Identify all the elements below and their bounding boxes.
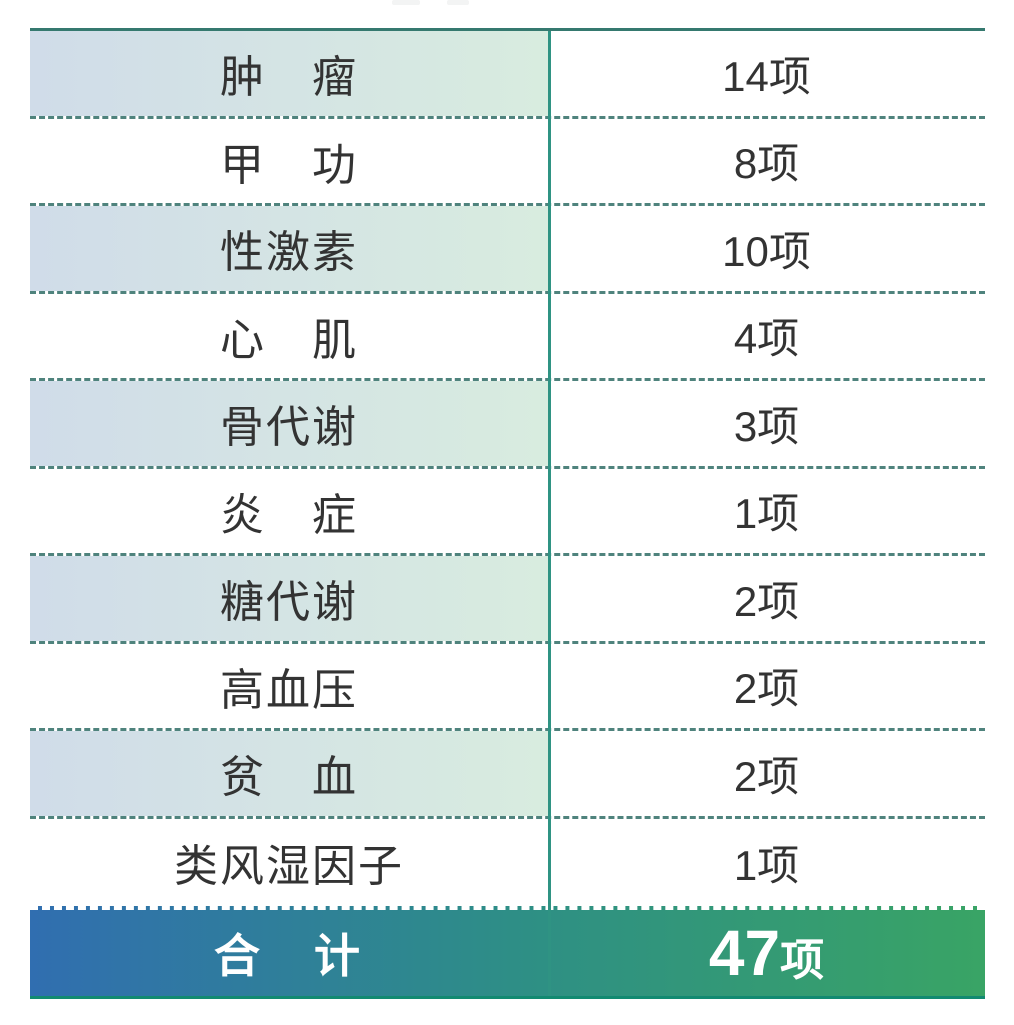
row-count: 2项 — [733, 752, 800, 800]
row-label: 肿 瘤 — [30, 31, 548, 116]
table-row: 甲 功 8项 — [30, 118, 985, 206]
table-row: 类风湿因子 1项 — [30, 818, 985, 906]
row-label: 性激素 — [30, 206, 548, 291]
table-row: 骨代谢 3项 — [30, 381, 985, 469]
total-count-unit: 项 — [780, 936, 825, 985]
row-count: 4项 — [733, 315, 800, 363]
row-count: 10项 — [722, 227, 811, 275]
row-count: 2项 — [733, 577, 800, 625]
table-row: 炎 症 1项 — [30, 468, 985, 556]
row-count: 14项 — [722, 52, 811, 100]
row-count: 8项 — [733, 140, 800, 188]
row-label: 贫 血 — [30, 731, 548, 816]
top-edge-artifact — [447, 0, 469, 5]
row-count: 3项 — [733, 402, 800, 450]
column-divider-line — [548, 31, 551, 996]
row-count: 1项 — [733, 841, 800, 889]
table-row: 糖代谢 2项 — [30, 556, 985, 644]
row-label: 类风湿因子 — [174, 842, 404, 892]
row-count: 1项 — [733, 490, 800, 538]
row-label: 高血压 — [220, 665, 358, 715]
total-row: 合 计 47 项 — [30, 906, 985, 996]
total-count-number: 47 — [708, 917, 781, 989]
row-label: 甲 功 — [220, 140, 358, 190]
row-label: 糖代谢 — [30, 556, 548, 641]
total-count: 47 项 — [548, 910, 985, 996]
table-row: 肿 瘤 14项 — [30, 31, 985, 119]
row-count: 2项 — [733, 665, 800, 713]
table-row: 心 肌 4项 — [30, 293, 985, 381]
row-label: 骨代谢 — [30, 381, 548, 466]
row-label: 炎 症 — [220, 490, 358, 540]
row-label: 心 肌 — [220, 315, 358, 365]
table-row: 高血压 2项 — [30, 643, 985, 731]
top-edge-artifact — [392, 0, 420, 5]
total-label: 合 计 — [214, 930, 364, 982]
table-row: 性激素 10项 — [30, 206, 985, 294]
table-row: 贫 血 2项 — [30, 731, 985, 819]
summary-table: 肿 瘤 14项 甲 功 8项 性激素 10项 心 肌 4项 骨代谢 3项 炎 症… — [30, 28, 985, 999]
